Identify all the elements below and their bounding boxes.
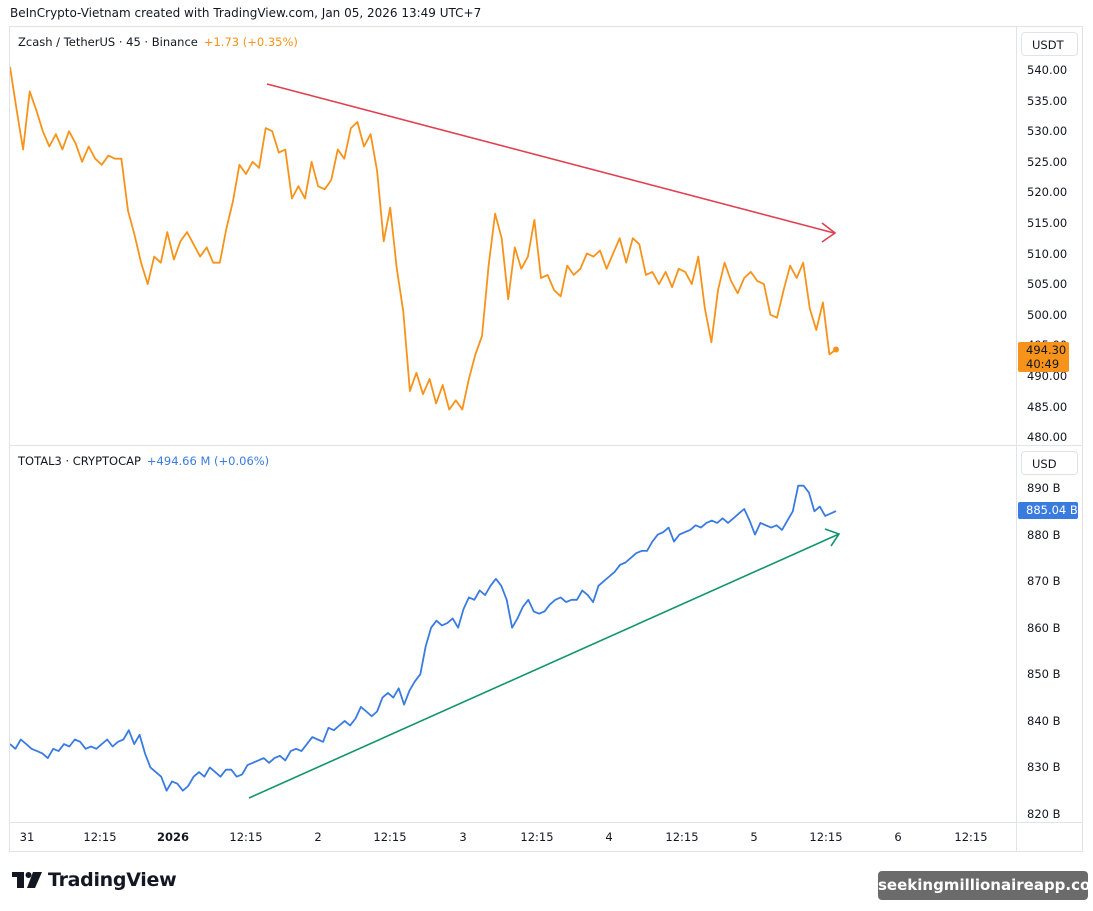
top-price-tick: 515.00	[1027, 216, 1068, 230]
top-price-tick: 505.00	[1027, 277, 1068, 292]
watermark: seekingmillionaireapp.com	[878, 871, 1093, 900]
time-axis-label: 12:15	[809, 830, 843, 844]
top-price-tick: 480.00	[1027, 430, 1068, 445]
top-price-tick: 485.00	[1027, 399, 1068, 414]
time-axis-label: 12:15	[373, 830, 407, 844]
time-axis-label: 2	[314, 830, 322, 844]
top-price-tick: 525.00	[1027, 154, 1068, 169]
total3-price-tag: 885.04 B	[1018, 502, 1078, 519]
tradingview-logo[interactable]: TradingView	[12, 869, 177, 891]
time-axis-label: 12:15	[83, 830, 117, 844]
bottom-price-tick: 820 B	[1027, 807, 1061, 821]
top-pane-legend[interactable]: Zcash / TetherUS · 45 · Binance +1.73 (+0…	[18, 35, 298, 49]
bottom-price-tick: 840 B	[1027, 713, 1061, 728]
top-price-tick: 510.00	[1027, 246, 1068, 261]
tradingview-logo-icon	[12, 872, 42, 888]
pane-divider[interactable]	[10, 445, 1082, 446]
bottom-price-tick: 880 B	[1027, 527, 1061, 542]
time-axis-label: 12:15	[520, 830, 554, 844]
time-axis-label: 3	[459, 830, 467, 844]
time-axis-label: 12:15	[954, 830, 988, 844]
top-price-tick: 500.00	[1027, 307, 1068, 322]
ascending-trend-arrow[interactable]	[248, 528, 841, 799]
bottom-pane-symbol: TOTAL3 · CRYPTOCAP	[18, 454, 141, 468]
time-axis-label: 12:15	[665, 830, 699, 844]
zec-last-price-dot	[833, 346, 839, 353]
time-axis-label: 5	[750, 830, 758, 844]
bar-countdown: 40:49	[1026, 357, 1060, 371]
top-currency-button[interactable]: USDT	[1021, 32, 1078, 56]
bottom-price-tick: 860 B	[1027, 620, 1061, 635]
top-pane-symbol: Zcash / TetherUS · 45 · Binance	[18, 35, 198, 49]
price-axis-border	[1016, 27, 1017, 851]
bottom-pane-legend[interactable]: TOTAL3 · CRYPTOCAP +494.66 M (+0.06%)	[18, 454, 269, 468]
bottom-price-tick: 890 B	[1027, 481, 1061, 495]
tradingview-logo-text: TradingView	[48, 869, 177, 891]
zec-current-price: 494.30	[1026, 343, 1067, 357]
top-price-tick: 520.00	[1027, 185, 1068, 200]
bottom-pane-change: +494.66 M (+0.06%)	[146, 454, 270, 468]
top-price-tick: 535.00	[1027, 93, 1068, 108]
bottom-price-tick: 830 B	[1027, 760, 1061, 775]
bottom-price-tick: 850 B	[1027, 667, 1061, 682]
zec-price-line	[10, 66, 837, 411]
total3-line	[10, 484, 837, 792]
top-price-tick: 540.00	[1027, 63, 1068, 77]
time-axis-label: 2026	[156, 830, 190, 844]
time-axis-label: 31	[19, 830, 35, 844]
bottom-currency-button[interactable]: USD	[1021, 451, 1078, 475]
zec-price-tag: 494.30 40:49	[1018, 342, 1069, 372]
top-price-tick: 490.00	[1027, 369, 1068, 383]
bottom-price-tick: 870 B	[1027, 574, 1061, 589]
time-axis-label: 6	[894, 830, 902, 844]
descending-trend-arrow[interactable]	[266, 83, 837, 243]
chart-credit: BeInCrypto-Vietnam created with TradingV…	[10, 6, 482, 20]
time-axis-label: 4	[605, 830, 613, 844]
chart-frame	[9, 26, 1083, 852]
time-axis-border	[10, 822, 1082, 823]
top-pane-change: +1.73 (+0.35%)	[203, 35, 298, 49]
time-axis-label: 12:15	[229, 830, 263, 844]
top-price-tick: 530.00	[1027, 124, 1068, 139]
